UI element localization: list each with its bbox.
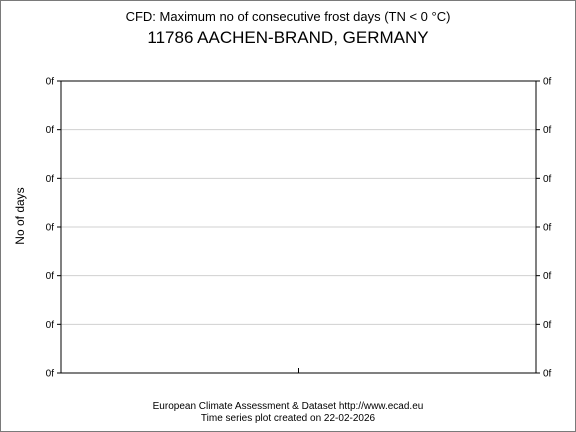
chart-subtitle: 11786 AACHEN-BRAND, GERMANY [147, 28, 429, 47]
y-tick-label-left: 0f [46, 271, 55, 282]
chart-title: CFD: Maximum no of consecutive frost day… [125, 9, 451, 24]
footer-created: Time series plot created on 22-02-2026 [200, 413, 376, 424]
y-tick-label-right: 0f [543, 77, 552, 88]
y-tick-label-right: 0f [543, 320, 552, 331]
y-tick-label-right: 0f [543, 369, 552, 380]
y-tick-label-right: 0f [543, 223, 552, 234]
footer: European Climate Assessment & Dataset ht… [1, 401, 575, 425]
y-tick-label-left: 0f [46, 320, 55, 331]
y-tick-label-left: 0f [46, 223, 55, 234]
y-tick-label-right: 0f [543, 271, 552, 282]
y-tick-label-right: 0f [543, 125, 552, 136]
y-tick-label-left: 0f [46, 125, 55, 136]
y-tick-label-left: 0f [46, 369, 55, 380]
footer-source: European Climate Assessment & Dataset ht… [152, 401, 424, 412]
y-tick-label-left: 0f [46, 174, 55, 185]
y-tick-label-right: 0f [543, 174, 552, 185]
plot-area: 0f 0f 0f 0f 0f 0f 0f 0f 0f 0f 0f 0f 0f 0f [46, 77, 552, 380]
y-tick-label-left: 0f [46, 77, 55, 88]
